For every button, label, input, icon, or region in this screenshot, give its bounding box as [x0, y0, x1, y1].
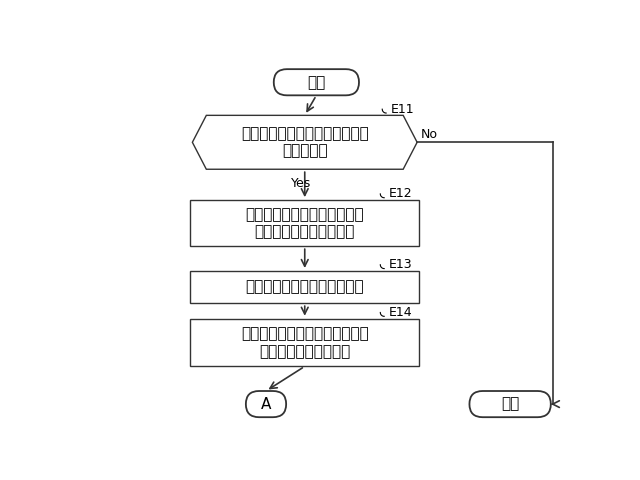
Text: A: A [261, 396, 271, 412]
Text: No: No [421, 128, 438, 141]
Text: 対応画像から指定画像を取得: 対応画像から指定画像を取得 [245, 279, 364, 295]
Text: E14: E14 [389, 306, 412, 319]
Text: 終了: 終了 [501, 396, 519, 412]
Bar [191, 200, 419, 246]
FancyBboxPatch shape [246, 391, 286, 417]
Text: 指定画像の位置サイズを調整、
重畛画像レイヤに設定: 指定画像の位置サイズを調整、 重畛画像レイヤに設定 [241, 326, 369, 359]
FancyBboxPatch shape [274, 69, 359, 96]
Bar [191, 271, 419, 303]
Bar [191, 319, 419, 366]
Text: E11: E11 [391, 103, 415, 116]
Text: E12: E12 [389, 187, 412, 200]
Text: 固定フラグが付されていない
重畛画像レイヤをクリア: 固定フラグが付されていない 重畛画像レイヤをクリア [245, 207, 364, 240]
Text: 開始: 開始 [307, 75, 326, 90]
FancyBboxPatch shape [469, 391, 551, 417]
Text: 第１要求（指定画像追加要求）
イベント？: 第１要求（指定画像追加要求） イベント？ [241, 126, 369, 158]
Text: E13: E13 [389, 258, 412, 271]
Text: Yes: Yes [291, 177, 311, 190]
Polygon shape [193, 115, 417, 169]
